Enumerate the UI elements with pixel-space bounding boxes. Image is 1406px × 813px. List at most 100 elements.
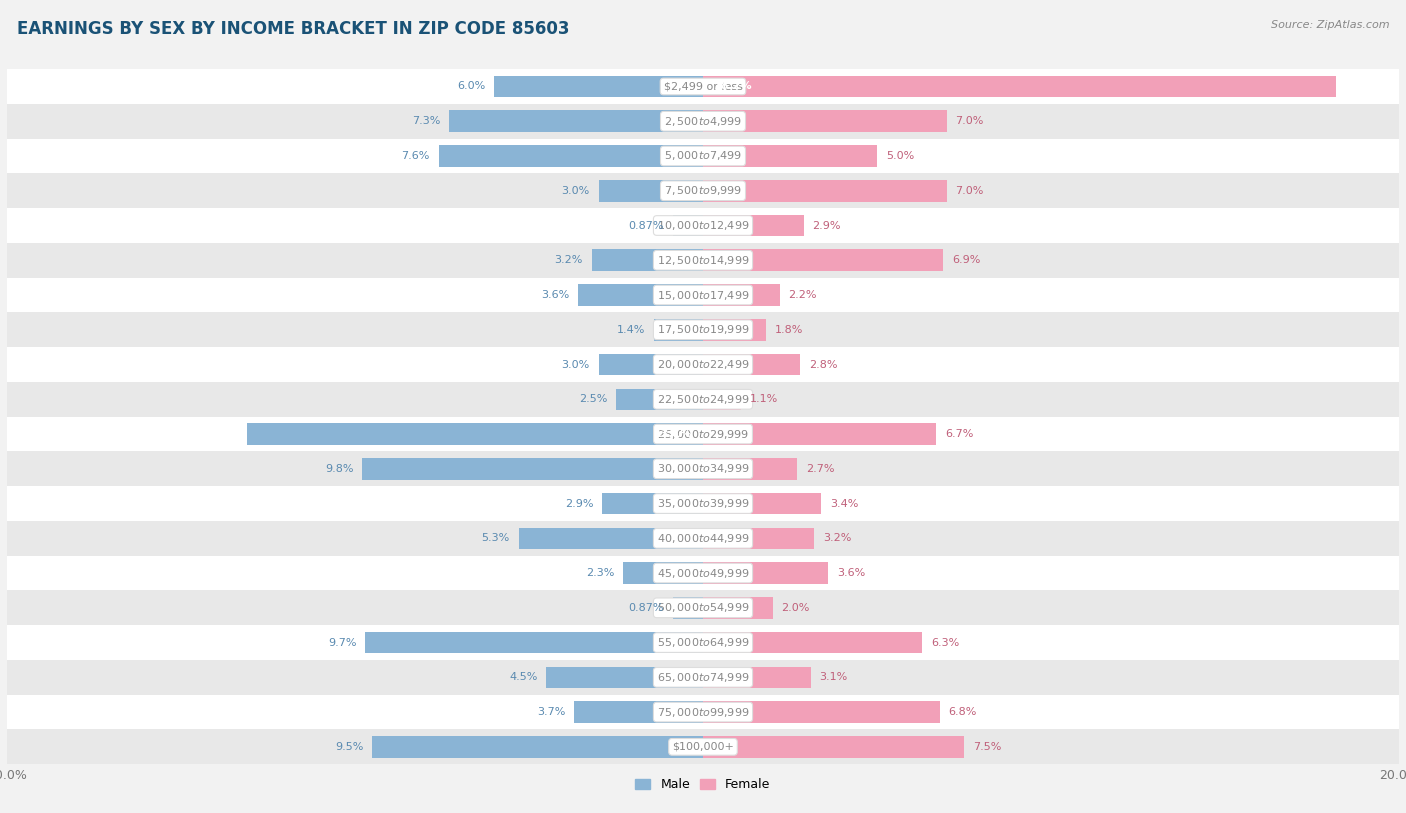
- Bar: [7, 382, 1399, 416]
- Bar: [672, 597, 703, 619]
- Bar: [7, 590, 1399, 625]
- Text: 1.1%: 1.1%: [749, 394, 779, 404]
- Bar: [703, 389, 741, 410]
- Text: $7,500 to $9,999: $7,500 to $9,999: [664, 185, 742, 198]
- Bar: [703, 319, 766, 341]
- Text: 9.8%: 9.8%: [325, 463, 353, 474]
- Bar: [7, 416, 1399, 451]
- Bar: [7, 278, 1399, 312]
- Bar: [7, 625, 1399, 660]
- Text: 3.0%: 3.0%: [561, 185, 591, 196]
- Bar: [703, 146, 877, 167]
- Text: 2.8%: 2.8%: [808, 359, 838, 370]
- Bar: [616, 389, 703, 410]
- Text: EARNINGS BY SEX BY INCOME BRACKET IN ZIP CODE 85603: EARNINGS BY SEX BY INCOME BRACKET IN ZIP…: [17, 20, 569, 38]
- Bar: [703, 285, 779, 306]
- Bar: [373, 736, 703, 758]
- Bar: [574, 702, 703, 723]
- Text: 1.4%: 1.4%: [617, 324, 645, 335]
- Bar: [703, 563, 828, 584]
- Bar: [703, 736, 965, 758]
- Text: 7.0%: 7.0%: [955, 185, 984, 196]
- Bar: [495, 76, 703, 98]
- Text: $5,000 to $7,499: $5,000 to $7,499: [664, 150, 742, 163]
- Text: 2.2%: 2.2%: [789, 290, 817, 300]
- Text: 3.1%: 3.1%: [820, 672, 848, 682]
- Bar: [592, 250, 703, 271]
- Bar: [7, 243, 1399, 278]
- Text: 2.9%: 2.9%: [813, 220, 841, 231]
- Text: $20,000 to $22,499: $20,000 to $22,499: [657, 358, 749, 371]
- Bar: [703, 250, 943, 271]
- Bar: [703, 632, 922, 654]
- Bar: [703, 528, 814, 549]
- Bar: [7, 451, 1399, 486]
- Text: 6.0%: 6.0%: [457, 81, 485, 92]
- Bar: [703, 667, 811, 688]
- Text: 3.2%: 3.2%: [554, 255, 583, 265]
- Bar: [7, 208, 1399, 243]
- Bar: [7, 521, 1399, 556]
- Text: 3.2%: 3.2%: [823, 533, 852, 543]
- Text: 5.3%: 5.3%: [482, 533, 510, 543]
- Text: $35,000 to $39,999: $35,000 to $39,999: [657, 497, 749, 510]
- Text: 6.3%: 6.3%: [931, 637, 959, 648]
- Bar: [7, 729, 1399, 764]
- Text: 6.9%: 6.9%: [952, 255, 980, 265]
- Text: $2,499 or less: $2,499 or less: [664, 81, 742, 92]
- Text: 3.6%: 3.6%: [541, 290, 569, 300]
- Text: $10,000 to $12,499: $10,000 to $12,499: [657, 219, 749, 232]
- Text: $17,500 to $19,999: $17,500 to $19,999: [657, 324, 749, 337]
- Bar: [361, 458, 703, 480]
- Text: 7.6%: 7.6%: [402, 151, 430, 161]
- Bar: [7, 104, 1399, 138]
- Bar: [439, 146, 703, 167]
- Bar: [7, 486, 1399, 521]
- Text: 7.5%: 7.5%: [973, 741, 1001, 752]
- Text: $12,500 to $14,999: $12,500 to $14,999: [657, 254, 749, 267]
- Text: 3.0%: 3.0%: [561, 359, 591, 370]
- Text: 0.87%: 0.87%: [628, 220, 664, 231]
- Bar: [7, 556, 1399, 590]
- Text: 13.1%: 13.1%: [654, 429, 693, 439]
- Bar: [7, 694, 1399, 729]
- Text: $25,000 to $29,999: $25,000 to $29,999: [657, 428, 749, 441]
- Text: $45,000 to $49,999: $45,000 to $49,999: [657, 567, 749, 580]
- Bar: [7, 173, 1399, 208]
- Bar: [7, 660, 1399, 694]
- Bar: [703, 702, 939, 723]
- Bar: [672, 215, 703, 237]
- Bar: [449, 111, 703, 132]
- Bar: [366, 632, 703, 654]
- Text: 3.4%: 3.4%: [830, 498, 859, 509]
- Text: 9.7%: 9.7%: [328, 637, 357, 648]
- Bar: [547, 667, 703, 688]
- Bar: [654, 319, 703, 341]
- Text: Source: ZipAtlas.com: Source: ZipAtlas.com: [1271, 20, 1389, 30]
- Bar: [7, 69, 1399, 104]
- Bar: [519, 528, 703, 549]
- Text: $22,500 to $24,999: $22,500 to $24,999: [657, 393, 749, 406]
- Bar: [703, 76, 1336, 98]
- Text: 3.6%: 3.6%: [837, 568, 865, 578]
- Bar: [578, 285, 703, 306]
- Text: 2.5%: 2.5%: [579, 394, 607, 404]
- Text: 0.87%: 0.87%: [628, 602, 664, 613]
- Bar: [599, 354, 703, 376]
- Bar: [703, 458, 797, 480]
- Text: $40,000 to $44,999: $40,000 to $44,999: [657, 532, 749, 545]
- Bar: [703, 111, 946, 132]
- Text: 1.8%: 1.8%: [775, 324, 803, 335]
- Bar: [247, 424, 703, 445]
- Bar: [623, 563, 703, 584]
- Text: 9.5%: 9.5%: [336, 741, 364, 752]
- Text: 7.0%: 7.0%: [955, 116, 984, 126]
- Text: $55,000 to $64,999: $55,000 to $64,999: [657, 636, 749, 649]
- Bar: [703, 597, 773, 619]
- Text: 7.3%: 7.3%: [412, 116, 440, 126]
- Text: 5.0%: 5.0%: [886, 151, 914, 161]
- Legend: Male, Female: Male, Female: [630, 773, 776, 796]
- Text: 2.3%: 2.3%: [586, 568, 614, 578]
- Text: 6.8%: 6.8%: [948, 707, 977, 717]
- Text: $50,000 to $54,999: $50,000 to $54,999: [657, 602, 749, 615]
